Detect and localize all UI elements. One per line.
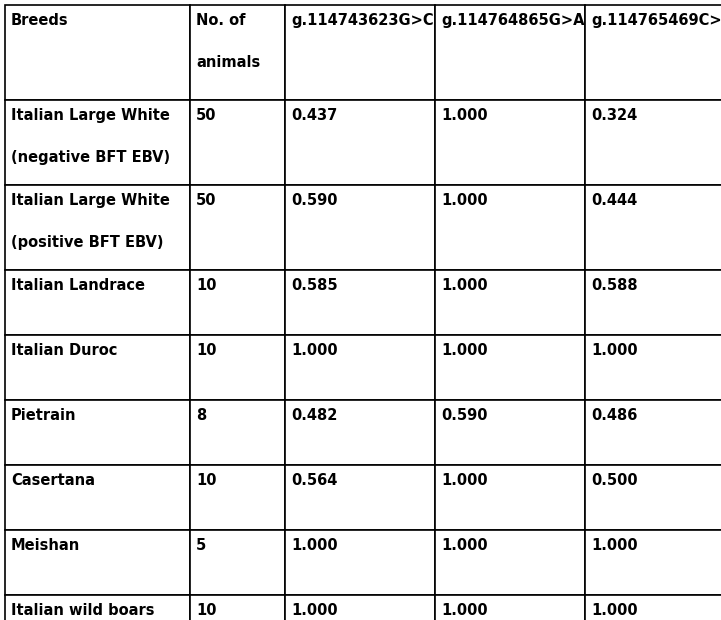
Text: 0.564: 0.564 <box>291 473 337 488</box>
Bar <box>435 100 585 185</box>
Text: 0.588: 0.588 <box>591 278 637 293</box>
Text: 0.444: 0.444 <box>591 193 637 208</box>
Bar <box>190 465 285 530</box>
Bar <box>5 530 190 595</box>
Bar <box>585 595 721 620</box>
Bar <box>190 185 285 270</box>
Text: 8: 8 <box>196 408 206 423</box>
Text: 50: 50 <box>196 108 216 123</box>
Text: 10: 10 <box>196 603 216 618</box>
Bar <box>585 335 721 400</box>
Bar <box>190 595 285 620</box>
Text: 0.437: 0.437 <box>291 108 337 123</box>
Bar <box>435 335 585 400</box>
Bar <box>585 5 721 100</box>
Bar <box>585 100 721 185</box>
Bar <box>435 270 585 335</box>
Bar <box>5 400 190 465</box>
Text: 10: 10 <box>196 278 216 293</box>
Text: Casertana: Casertana <box>11 473 95 488</box>
Text: 0.482: 0.482 <box>291 408 337 423</box>
Text: Meishan: Meishan <box>11 538 80 553</box>
Bar <box>285 100 435 185</box>
Bar <box>285 530 435 595</box>
Bar <box>435 400 585 465</box>
Bar <box>5 595 190 620</box>
Bar <box>5 335 190 400</box>
Text: 0.500: 0.500 <box>591 473 637 488</box>
Bar <box>285 185 435 270</box>
Bar <box>190 335 285 400</box>
Text: Italian Large White

(negative BFT EBV): Italian Large White (negative BFT EBV) <box>11 108 170 165</box>
Bar <box>190 5 285 100</box>
Bar <box>5 465 190 530</box>
Text: Pietrain: Pietrain <box>11 408 76 423</box>
Bar <box>585 400 721 465</box>
Bar <box>285 465 435 530</box>
Bar <box>190 530 285 595</box>
Text: 0.585: 0.585 <box>291 278 337 293</box>
Text: 1.000: 1.000 <box>591 603 637 618</box>
Bar <box>435 5 585 100</box>
Text: 1.000: 1.000 <box>591 343 637 358</box>
Text: 1.000: 1.000 <box>441 538 487 553</box>
Bar <box>585 465 721 530</box>
Bar <box>5 100 190 185</box>
Bar <box>285 335 435 400</box>
Bar <box>190 270 285 335</box>
Bar <box>435 465 585 530</box>
Bar <box>5 5 190 100</box>
Text: g.114743623G>C: g.114743623G>C <box>291 13 433 28</box>
Bar <box>285 595 435 620</box>
Bar <box>5 270 190 335</box>
Text: 0.590: 0.590 <box>291 193 337 208</box>
Text: 5: 5 <box>196 538 206 553</box>
Text: 10: 10 <box>196 473 216 488</box>
Bar <box>285 5 435 100</box>
Text: 1.000: 1.000 <box>441 193 487 208</box>
Bar <box>435 530 585 595</box>
Bar <box>190 400 285 465</box>
Text: 1.000: 1.000 <box>291 603 337 618</box>
Text: g.114764865G>A: g.114764865G>A <box>441 13 585 28</box>
Bar <box>5 185 190 270</box>
Text: 1.000: 1.000 <box>441 473 487 488</box>
Text: 1.000: 1.000 <box>441 343 487 358</box>
Text: 0.486: 0.486 <box>591 408 637 423</box>
Bar <box>285 400 435 465</box>
Text: g.114765469C>T: g.114765469C>T <box>591 13 721 28</box>
Text: Italian wild boars: Italian wild boars <box>11 603 154 618</box>
Text: 50: 50 <box>196 193 216 208</box>
Text: 1.000: 1.000 <box>441 278 487 293</box>
Text: Italian Duroc: Italian Duroc <box>11 343 118 358</box>
Bar <box>585 185 721 270</box>
Text: 10: 10 <box>196 343 216 358</box>
Text: 1.000: 1.000 <box>591 538 637 553</box>
Text: 1.000: 1.000 <box>291 538 337 553</box>
Text: Breeds: Breeds <box>11 13 68 28</box>
Bar <box>585 270 721 335</box>
Text: No. of

animals: No. of animals <box>196 13 260 70</box>
Bar <box>285 270 435 335</box>
Text: 1.000: 1.000 <box>441 603 487 618</box>
Text: 0.590: 0.590 <box>441 408 487 423</box>
Text: 0.324: 0.324 <box>591 108 637 123</box>
Bar <box>585 530 721 595</box>
Text: 1.000: 1.000 <box>291 343 337 358</box>
Bar <box>435 595 585 620</box>
Bar <box>435 185 585 270</box>
Text: Italian Large White

(positive BFT EBV): Italian Large White (positive BFT EBV) <box>11 193 170 250</box>
Bar <box>190 100 285 185</box>
Text: 1.000: 1.000 <box>441 108 487 123</box>
Text: Italian Landrace: Italian Landrace <box>11 278 145 293</box>
